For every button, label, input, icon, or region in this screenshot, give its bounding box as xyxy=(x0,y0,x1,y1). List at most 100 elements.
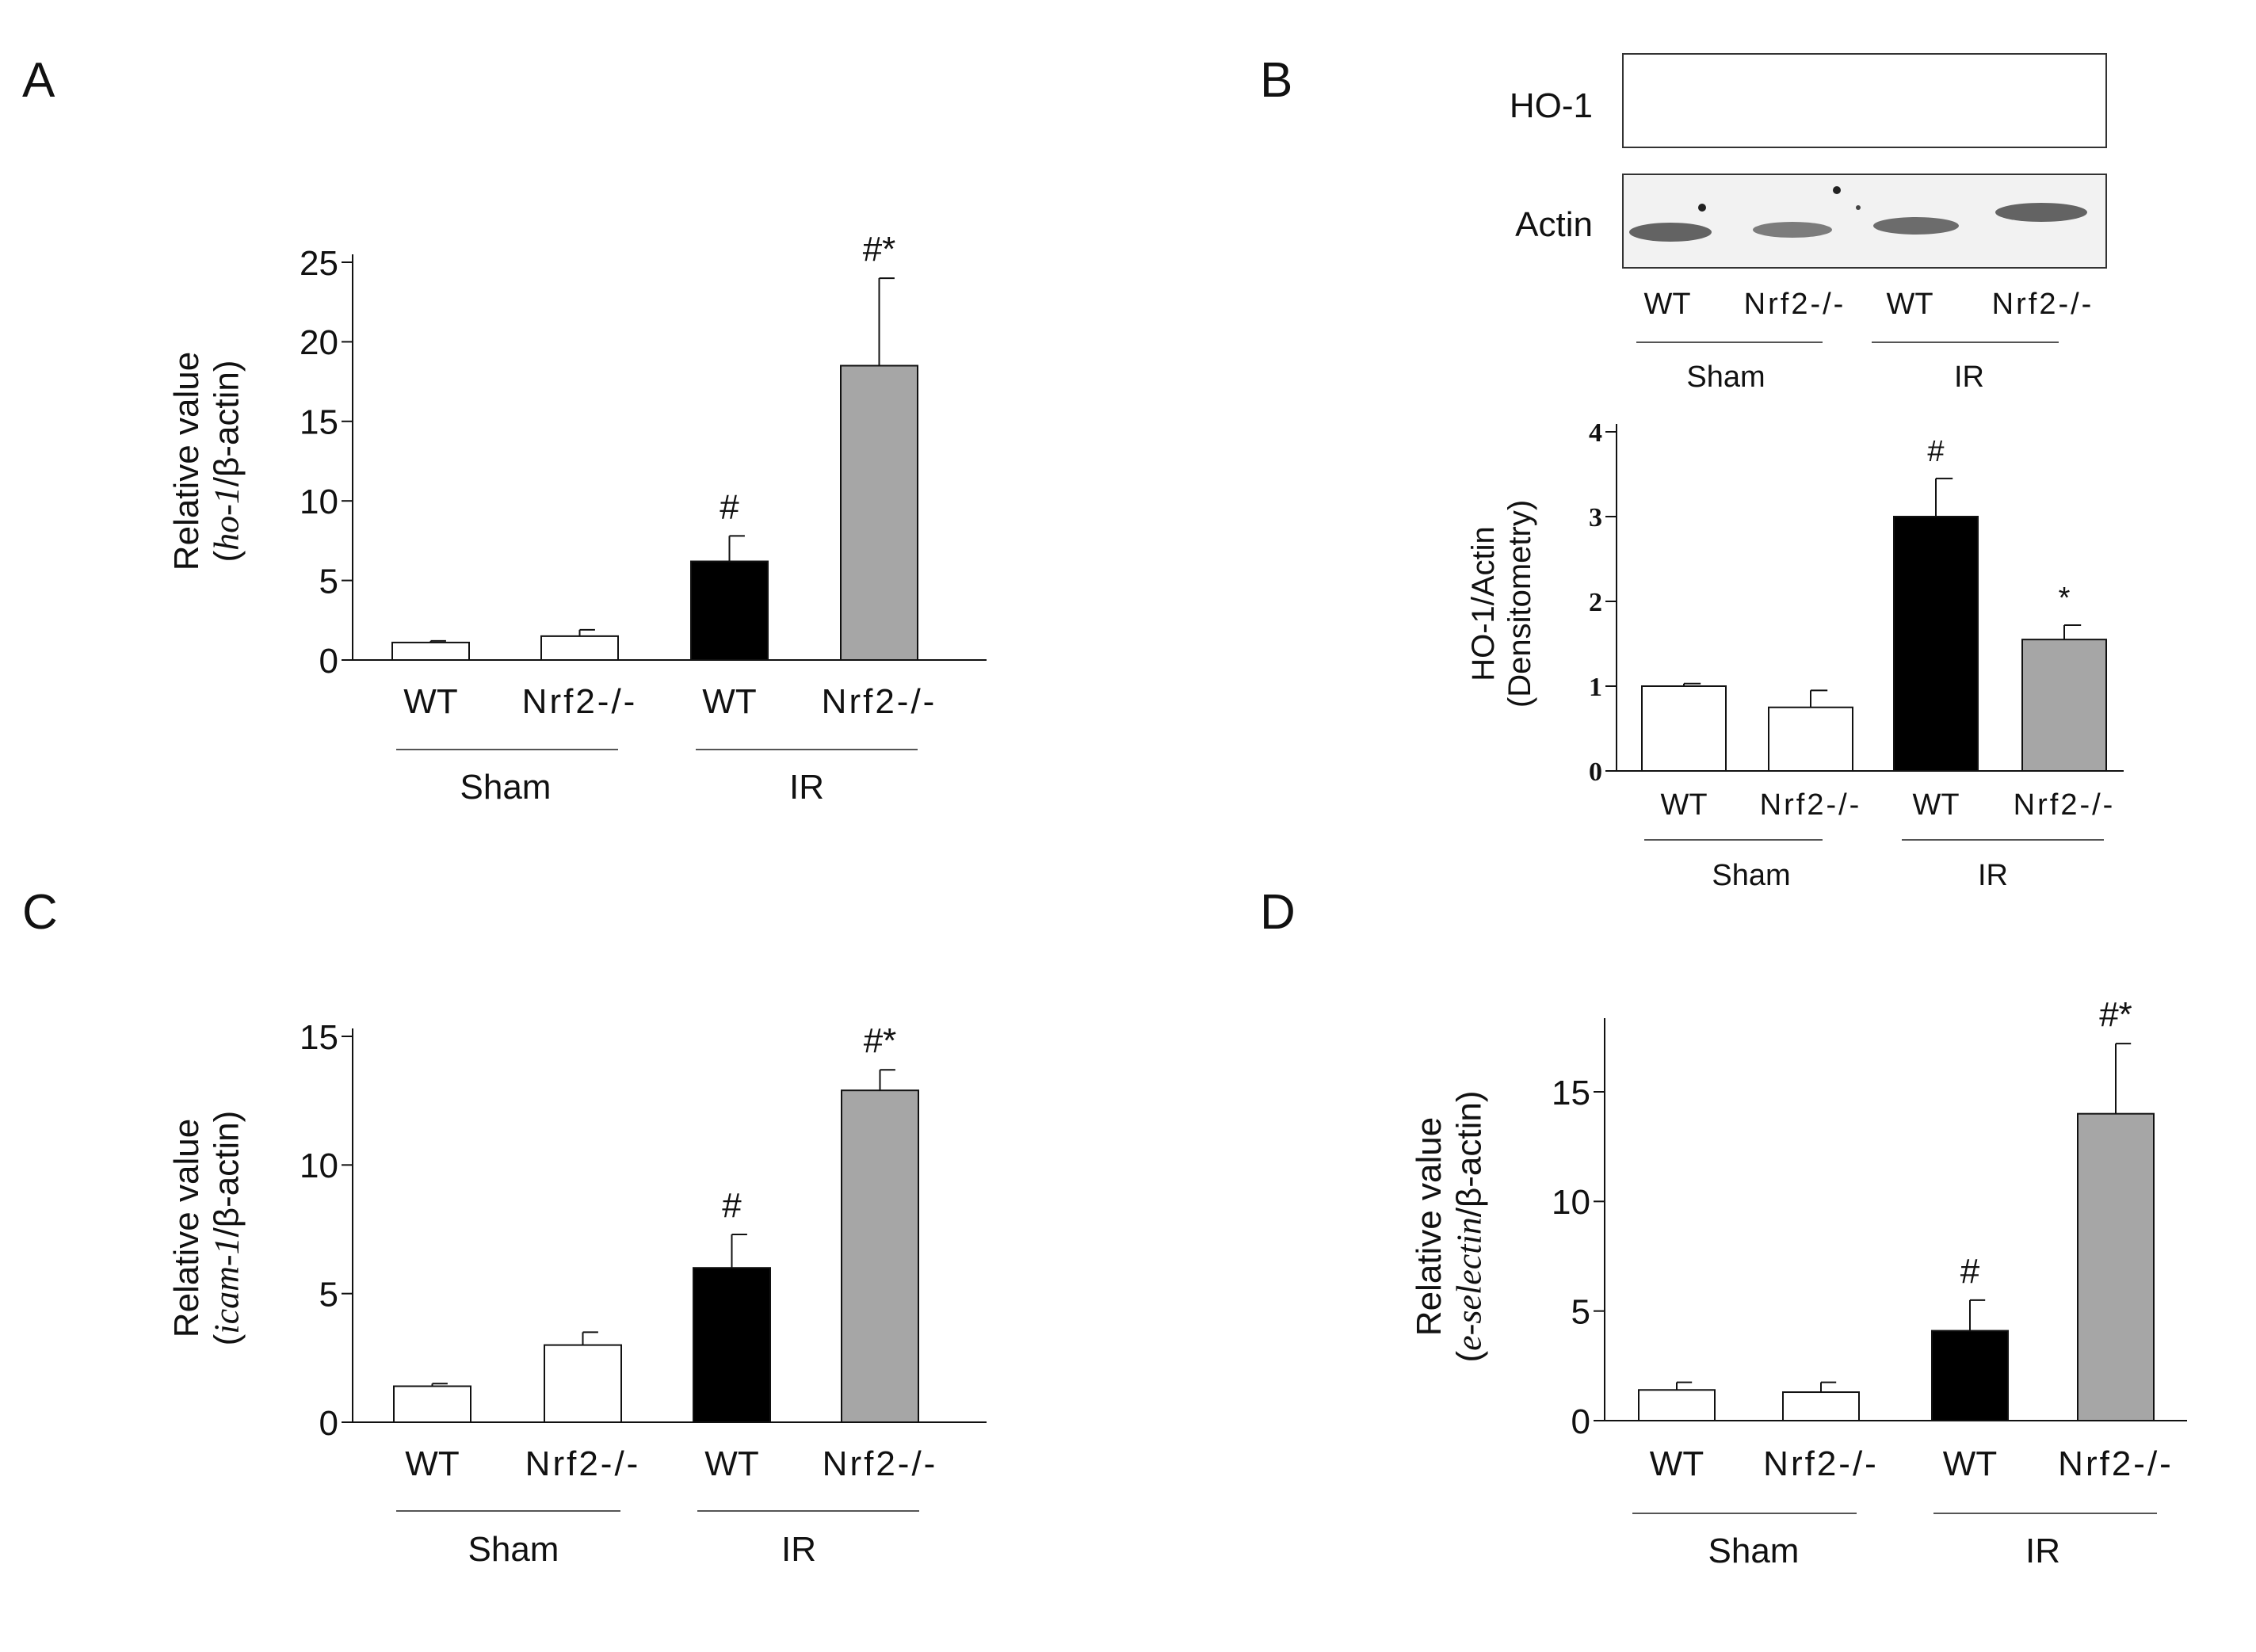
western-blot: HO-1 Actin WT Nrf2-/- WT Nrf2-/- Sham IR xyxy=(1510,53,2107,394)
y-axis-label-suffix: /β-actin) xyxy=(1450,1090,1489,1217)
blot-band-lane-3 xyxy=(1873,217,1959,235)
y-tick-label: 0 xyxy=(319,642,338,681)
y-axis-label-line2: (ho-1/β-actin) xyxy=(208,360,246,562)
group-label: IR xyxy=(1978,859,2008,892)
y-tick-label: 5 xyxy=(319,1276,338,1314)
blot-row-label-ho1: HO-1 xyxy=(1510,86,1593,125)
y-axis-label-suffix: /β-actin) xyxy=(208,1111,246,1238)
y-axis-label-line2: (Densitometry) xyxy=(1502,500,1537,708)
y-axis-label-gene: e-selectin xyxy=(1450,1217,1489,1351)
y-axis-label-prefix: ( xyxy=(208,551,246,563)
significance-label: #* xyxy=(864,1021,897,1060)
y-axis-label-line1: HO-1/Actin xyxy=(1466,526,1501,681)
group-label: Sham xyxy=(1708,1532,1800,1570)
group-label: Sham xyxy=(468,1530,559,1569)
y-axis-label-line2: (icam-1/β-actin) xyxy=(208,1111,246,1346)
blot-row-label-actin: Actin xyxy=(1515,205,1593,244)
y-tick-label: 5 xyxy=(1571,1293,1590,1332)
x-tick-label: WT xyxy=(1943,1444,1997,1483)
y-tick-label: 15 xyxy=(300,1018,338,1057)
y-tick-label: 10 xyxy=(300,483,338,521)
bar xyxy=(391,641,470,661)
y-tick-label: 10 xyxy=(300,1146,338,1185)
bar xyxy=(2021,639,2107,773)
blot-lane-label: Nrf2-/- xyxy=(1992,288,2094,321)
y-axis-label-prefix: ( xyxy=(208,1333,246,1345)
y-axis-label: Relative value(e-selectin/β-actin) xyxy=(1410,1090,1489,1362)
bar xyxy=(690,560,769,662)
y-tick-label: 0 xyxy=(1589,757,1602,787)
group-label: IR xyxy=(781,1530,816,1569)
y-axis-label-line1: Relative value xyxy=(167,352,206,570)
y-tick-label: 4 xyxy=(1589,418,1602,448)
y-tick-label: 0 xyxy=(1571,1402,1590,1441)
chart-icam1-mrna: 0 5 10 15 # #* WT Nrf2-/- WT Nrf2-/- Sham IR Relativ… xyxy=(167,1018,987,1569)
y-axis-label-suffix: /β-actin) xyxy=(208,360,246,486)
bar xyxy=(1641,685,1727,772)
y-tick-label: 5 xyxy=(319,562,338,601)
x-tick-label: Nrf2-/- xyxy=(2014,788,2116,822)
blot-group-label: Sham xyxy=(1686,361,1765,394)
x-tick-label: WT xyxy=(1650,1444,1704,1483)
y-tick-label: 10 xyxy=(1552,1183,1590,1222)
group-label: Sham xyxy=(460,768,552,807)
x-tick-label: Nrf2-/- xyxy=(1763,1444,1879,1483)
x-tick-label: WT xyxy=(1912,788,1959,822)
bar xyxy=(840,364,918,661)
panel-label-a: A xyxy=(22,53,55,108)
blot-strip-ho1 xyxy=(1622,53,2107,148)
blot-group-label: IR xyxy=(1954,361,1984,394)
y-axis-label-line1: Relative value xyxy=(167,1119,206,1337)
chart-eselectin-mrna: 0 5 10 15 # #* WT Nrf2-/- WT Nrf2-/- Sham IR Relativ… xyxy=(1410,995,2187,1570)
y-tick-label: 0 xyxy=(319,1404,338,1443)
y-axis-label: Relative value(icam-1/β-actin) xyxy=(167,1111,246,1346)
y-tick-label: 1 xyxy=(1589,673,1602,702)
bar xyxy=(544,1344,622,1423)
y-axis-label-gene: icam-1 xyxy=(208,1237,246,1333)
y-tick-label: 2 xyxy=(1589,588,1602,617)
significance-label: # xyxy=(1960,1252,1980,1291)
y-tick-label: 15 xyxy=(1552,1074,1590,1112)
y-axis-label: HO-1/Actin(Densitometry) xyxy=(1466,500,1537,708)
panel-label-d: D xyxy=(1260,885,1296,940)
bar xyxy=(1893,516,1979,772)
bar xyxy=(1931,1330,2009,1421)
blot-lane-label: WT xyxy=(1886,288,1933,321)
bar xyxy=(540,635,619,662)
x-tick-label: Nrf2-/- xyxy=(1760,788,1862,822)
panel-label-b: B xyxy=(1260,53,1292,108)
x-tick-label: Nrf2-/- xyxy=(2058,1444,2174,1483)
blot-speck xyxy=(1833,186,1841,194)
bar xyxy=(1782,1391,1860,1421)
x-tick-label: Nrf2-/- xyxy=(522,682,638,721)
significance-label: #* xyxy=(2099,995,2132,1034)
blot-speck xyxy=(1698,204,1706,212)
blot-lane-label: Nrf2-/- xyxy=(1744,288,1846,321)
y-tick-label: 25 xyxy=(300,244,338,283)
x-tick-label: WT xyxy=(704,1444,758,1483)
y-axis-label-line1: Relative value xyxy=(1410,1117,1449,1336)
y-axis-label-line2: (e-selectin/β-actin) xyxy=(1450,1090,1489,1362)
y-tick-label: 15 xyxy=(300,403,338,442)
bar xyxy=(1768,706,1853,772)
bar xyxy=(1638,1389,1716,1422)
x-tick-label: Nrf2-/- xyxy=(822,682,937,721)
significance-label: # xyxy=(720,487,739,526)
group-label: IR xyxy=(789,768,824,807)
y-axis-label-gene: ho-1 xyxy=(208,486,246,551)
bar xyxy=(693,1267,771,1423)
significance-label: #* xyxy=(863,230,896,269)
significance-label: * xyxy=(2059,582,2071,615)
x-tick-label: WT xyxy=(405,1444,459,1483)
group-label: IR xyxy=(2025,1532,2060,1570)
blot-speck xyxy=(1856,205,1861,210)
x-tick-label: WT xyxy=(702,682,756,721)
panel-label-c: C xyxy=(22,885,58,940)
chart-ho1-densitometry: 0 1 2 3 4 # * WT Nrf2-/- WT Nrf2-/- Sham IR HO-1/Acti… xyxy=(1466,418,2124,892)
blot-band-lane-1 xyxy=(1629,223,1712,242)
bar xyxy=(2077,1112,2155,1421)
y-tick-label: 3 xyxy=(1589,503,1602,532)
group-label: Sham xyxy=(1712,859,1790,892)
blot-lane-label: WT xyxy=(1643,288,1690,321)
x-tick-label: WT xyxy=(1660,788,1707,822)
